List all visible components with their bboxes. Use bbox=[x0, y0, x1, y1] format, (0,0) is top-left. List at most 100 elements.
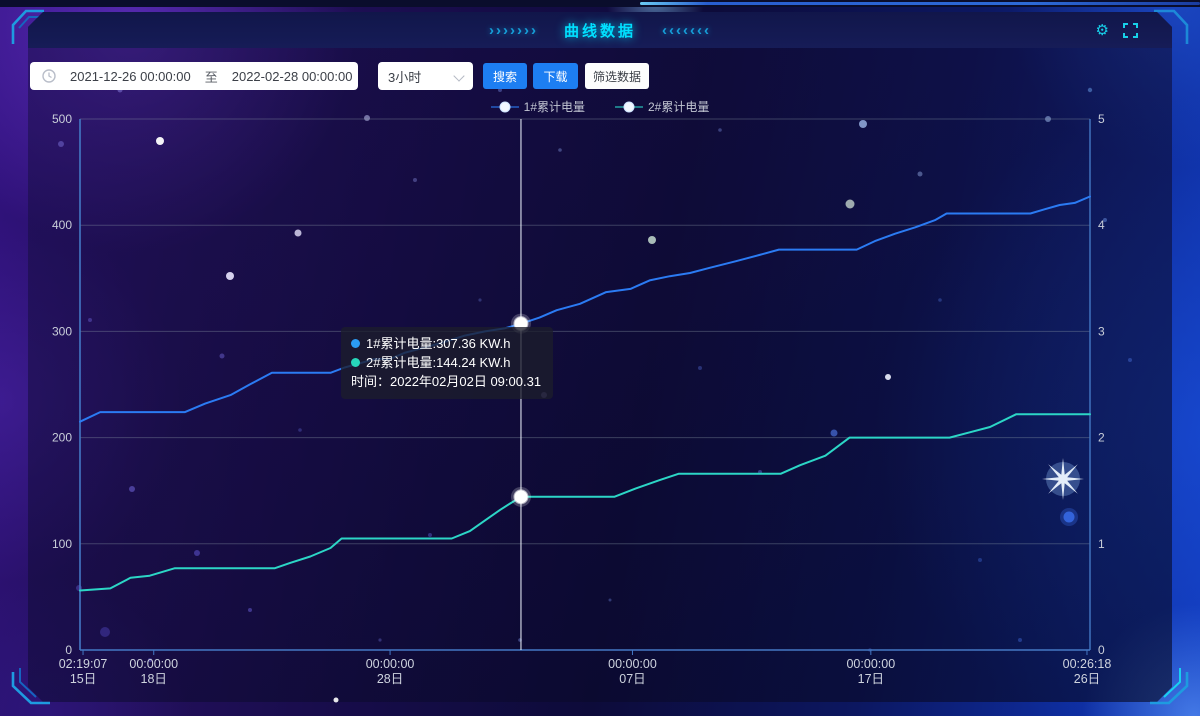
series-line-2 bbox=[79, 413, 1091, 592]
x-axis-time-label: 00:00:00 bbox=[129, 657, 178, 671]
corner-decoration-bottom-right bbox=[1150, 672, 1189, 705]
star-particle bbox=[1103, 218, 1107, 222]
star-particle bbox=[1087, 87, 1093, 93]
star-particle bbox=[558, 148, 562, 152]
corner-decoration-bottom-left bbox=[11, 672, 50, 705]
x-axis-date-label: 17日 bbox=[858, 672, 884, 686]
download-button[interactable]: 下载 bbox=[533, 63, 578, 89]
y-axis-left-label: 200 bbox=[52, 431, 72, 445]
star-particle bbox=[194, 550, 200, 556]
left-chevrons-decoration: ››››››› bbox=[489, 21, 538, 39]
corner-decoration-top-right bbox=[1154, 9, 1189, 44]
star-particle bbox=[88, 318, 92, 322]
legend-label: 2#累计电量 bbox=[648, 100, 710, 114]
star-particle bbox=[978, 558, 982, 562]
corner-decoration-top-left bbox=[11, 9, 44, 44]
tooltip-time-row: 时间：2022年02月02日 09:00.31 bbox=[351, 374, 542, 389]
star-particle bbox=[1128, 358, 1132, 362]
header-bar: ››››››› 曲线数据 ‹‹‹‹‹‹‹ ⚙ bbox=[28, 12, 1172, 48]
star-particle bbox=[698, 366, 702, 370]
star-particle bbox=[608, 598, 612, 602]
chevron-down-icon bbox=[453, 70, 465, 82]
legend-marker-icon bbox=[615, 101, 643, 112]
star-particle bbox=[129, 486, 135, 492]
star-particle bbox=[917, 171, 923, 177]
x-axis-date-label: 28日 bbox=[377, 672, 403, 686]
y-axis-right-label: 4 bbox=[1098, 218, 1105, 232]
chart-tooltip: 1#累计电量:307.36 KW.h 2#累计电量:144.24 KW.h 时间：2… bbox=[341, 327, 554, 399]
star-particle bbox=[413, 178, 417, 182]
x-axis-time-label: 00:00:00 bbox=[846, 657, 895, 671]
star-particle bbox=[1018, 638, 1022, 642]
star-particle bbox=[938, 298, 942, 302]
top-accent-line bbox=[640, 2, 1200, 5]
blue-dot-halo bbox=[1060, 508, 1078, 526]
search-button[interactable]: 搜索 bbox=[483, 63, 527, 89]
page-title: 曲线数据 bbox=[563, 22, 636, 40]
right-chevrons-decoration: ‹‹‹‹‹‹‹ bbox=[662, 21, 711, 39]
star-particle bbox=[378, 638, 382, 642]
x-axis-time-label: 00:00:00 bbox=[608, 657, 657, 671]
x-axis-date-label: 26日 bbox=[1074, 672, 1100, 686]
date-start-value: 2021-12-26 00:00:00 bbox=[70, 68, 191, 84]
star-particle bbox=[648, 236, 656, 244]
star-particle bbox=[226, 272, 234, 280]
x-axis-date-label: 18日 bbox=[141, 672, 167, 686]
star-particle bbox=[148, 658, 152, 662]
y-axis-right-label: 5 bbox=[1098, 112, 1105, 126]
date-range-input[interactable]: 2021-12-26 00:00:00 至 2022-02-28 00:00:0… bbox=[30, 62, 358, 90]
star-particle bbox=[885, 374, 891, 380]
star-flare bbox=[1042, 458, 1084, 500]
star-particle bbox=[845, 199, 855, 209]
y-axis-left-label: 0 bbox=[65, 643, 72, 657]
y-axis-right-label: 1 bbox=[1098, 537, 1105, 551]
star-particle bbox=[333, 697, 339, 703]
tooltip-series-row: 2#累计电量:144.24 KW.h bbox=[351, 353, 541, 372]
star-particle bbox=[58, 141, 64, 147]
y-axis-right-label: 2 bbox=[1098, 431, 1105, 445]
filter-data-button[interactable]: 筛选数据 bbox=[585, 63, 649, 89]
y-axis-left-label: 400 bbox=[52, 218, 72, 232]
y-axis-left-label: 100 bbox=[52, 537, 72, 551]
x-axis-time-label: 00:26:18 bbox=[1063, 657, 1112, 671]
y-axis-left-label: 500 bbox=[52, 112, 72, 126]
interval-select-value: 3小时 bbox=[388, 69, 422, 85]
tooltip-series-row: 1#累计电量:307.36 KW.h bbox=[351, 334, 541, 353]
date-end-value: 2022-02-28 00:00:00 bbox=[231, 68, 353, 84]
star-particle bbox=[498, 88, 502, 92]
corner-decoration-bottom-left-inner bbox=[19, 668, 37, 698]
series-line-1 bbox=[79, 195, 1091, 423]
blue-dot bbox=[1063, 511, 1075, 523]
series-dot-icon bbox=[351, 358, 360, 367]
top-strip bbox=[0, 0, 1200, 7]
x-axis-time-label: 02:19:07 bbox=[59, 657, 108, 671]
star-particle bbox=[294, 229, 302, 237]
date-separator: 至 bbox=[204, 69, 218, 85]
y-axis-left-label: 300 bbox=[52, 324, 72, 338]
legend-marker-icon bbox=[490, 101, 519, 112]
star-particle bbox=[298, 428, 302, 432]
x-axis-date-label: 07日 bbox=[619, 672, 645, 686]
main-panel bbox=[28, 12, 1172, 702]
star-particle bbox=[1045, 116, 1051, 122]
star-particle bbox=[428, 533, 432, 537]
star-particle bbox=[364, 115, 370, 121]
x-axis-time-label: 00:00:00 bbox=[366, 657, 415, 671]
legend-item-2[interactable]: 2#累计电量 bbox=[615, 98, 709, 115]
star-particle bbox=[219, 353, 225, 359]
star-particle bbox=[248, 608, 252, 612]
star-particle bbox=[100, 627, 110, 637]
settings-gear-icon[interactable]: ⚙ bbox=[1095, 20, 1109, 39]
interval-select[interactable]: 3小时 bbox=[378, 62, 473, 90]
fullscreen-icon[interactable] bbox=[1123, 22, 1138, 38]
crosshair-marker bbox=[513, 489, 529, 505]
star-particle bbox=[478, 298, 482, 302]
chart-legend: 1#累计电量 2#累计电量 bbox=[0, 98, 1200, 115]
corner-decoration-bottom-right-inner bbox=[1163, 668, 1181, 698]
legend-item-1[interactable]: 1#累计电量 bbox=[490, 98, 585, 115]
corner-decoration-top-left-inner bbox=[18, 16, 40, 29]
x-axis-date-label: 15日 bbox=[70, 672, 96, 686]
star-particle bbox=[718, 128, 722, 132]
clock-icon bbox=[42, 69, 56, 83]
